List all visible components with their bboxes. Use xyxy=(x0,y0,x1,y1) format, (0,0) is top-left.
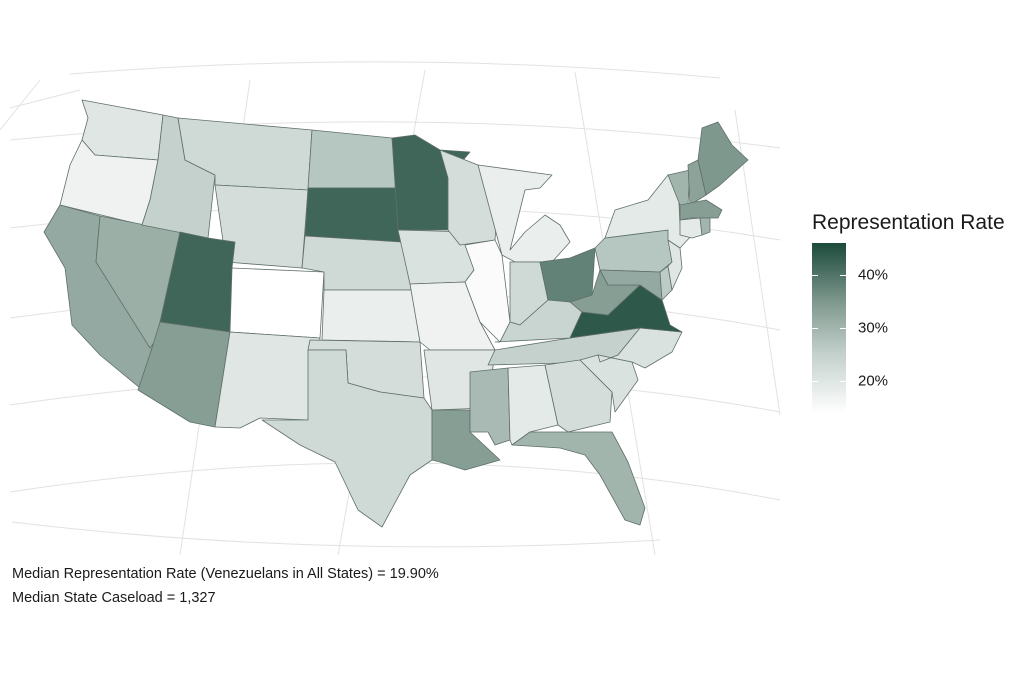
legend-tick-label: 40% xyxy=(858,266,889,284)
legend-tick-mark xyxy=(840,381,846,383)
state-wa[interactable] xyxy=(81,99,164,161)
state-nc[interactable] xyxy=(597,327,683,369)
state-fl[interactable] xyxy=(511,431,646,526)
legend-tick-mark xyxy=(812,328,818,329)
median-rate-caption: Median Representation Rate (Venezuelans … xyxy=(12,566,439,582)
legend-tick-mark xyxy=(812,381,818,383)
legend-tick-mark xyxy=(840,274,846,276)
state-ks[interactable] xyxy=(321,289,421,343)
state-ri[interactable] xyxy=(699,217,711,236)
legend-tick-mark xyxy=(812,274,818,276)
state-tx[interactable] xyxy=(261,349,433,528)
states-layer xyxy=(43,99,749,528)
state-ct[interactable] xyxy=(679,217,703,239)
legend-tick-label: 20% xyxy=(858,372,889,390)
median-caseload-caption: Median State Caseload = 1,327 xyxy=(12,590,216,606)
state-nd[interactable] xyxy=(307,129,399,189)
state-sd[interactable] xyxy=(304,187,403,243)
legend-title: Representation Rate xyxy=(812,211,1005,234)
legend-tick-mark xyxy=(840,328,846,329)
state-nm[interactable] xyxy=(214,331,321,429)
state-md[interactable] xyxy=(599,269,663,301)
state-ms[interactable] xyxy=(469,367,511,446)
legend-tick-label: 30% xyxy=(858,319,889,337)
state-me[interactable] xyxy=(697,121,749,196)
state-co[interactable] xyxy=(229,267,325,339)
